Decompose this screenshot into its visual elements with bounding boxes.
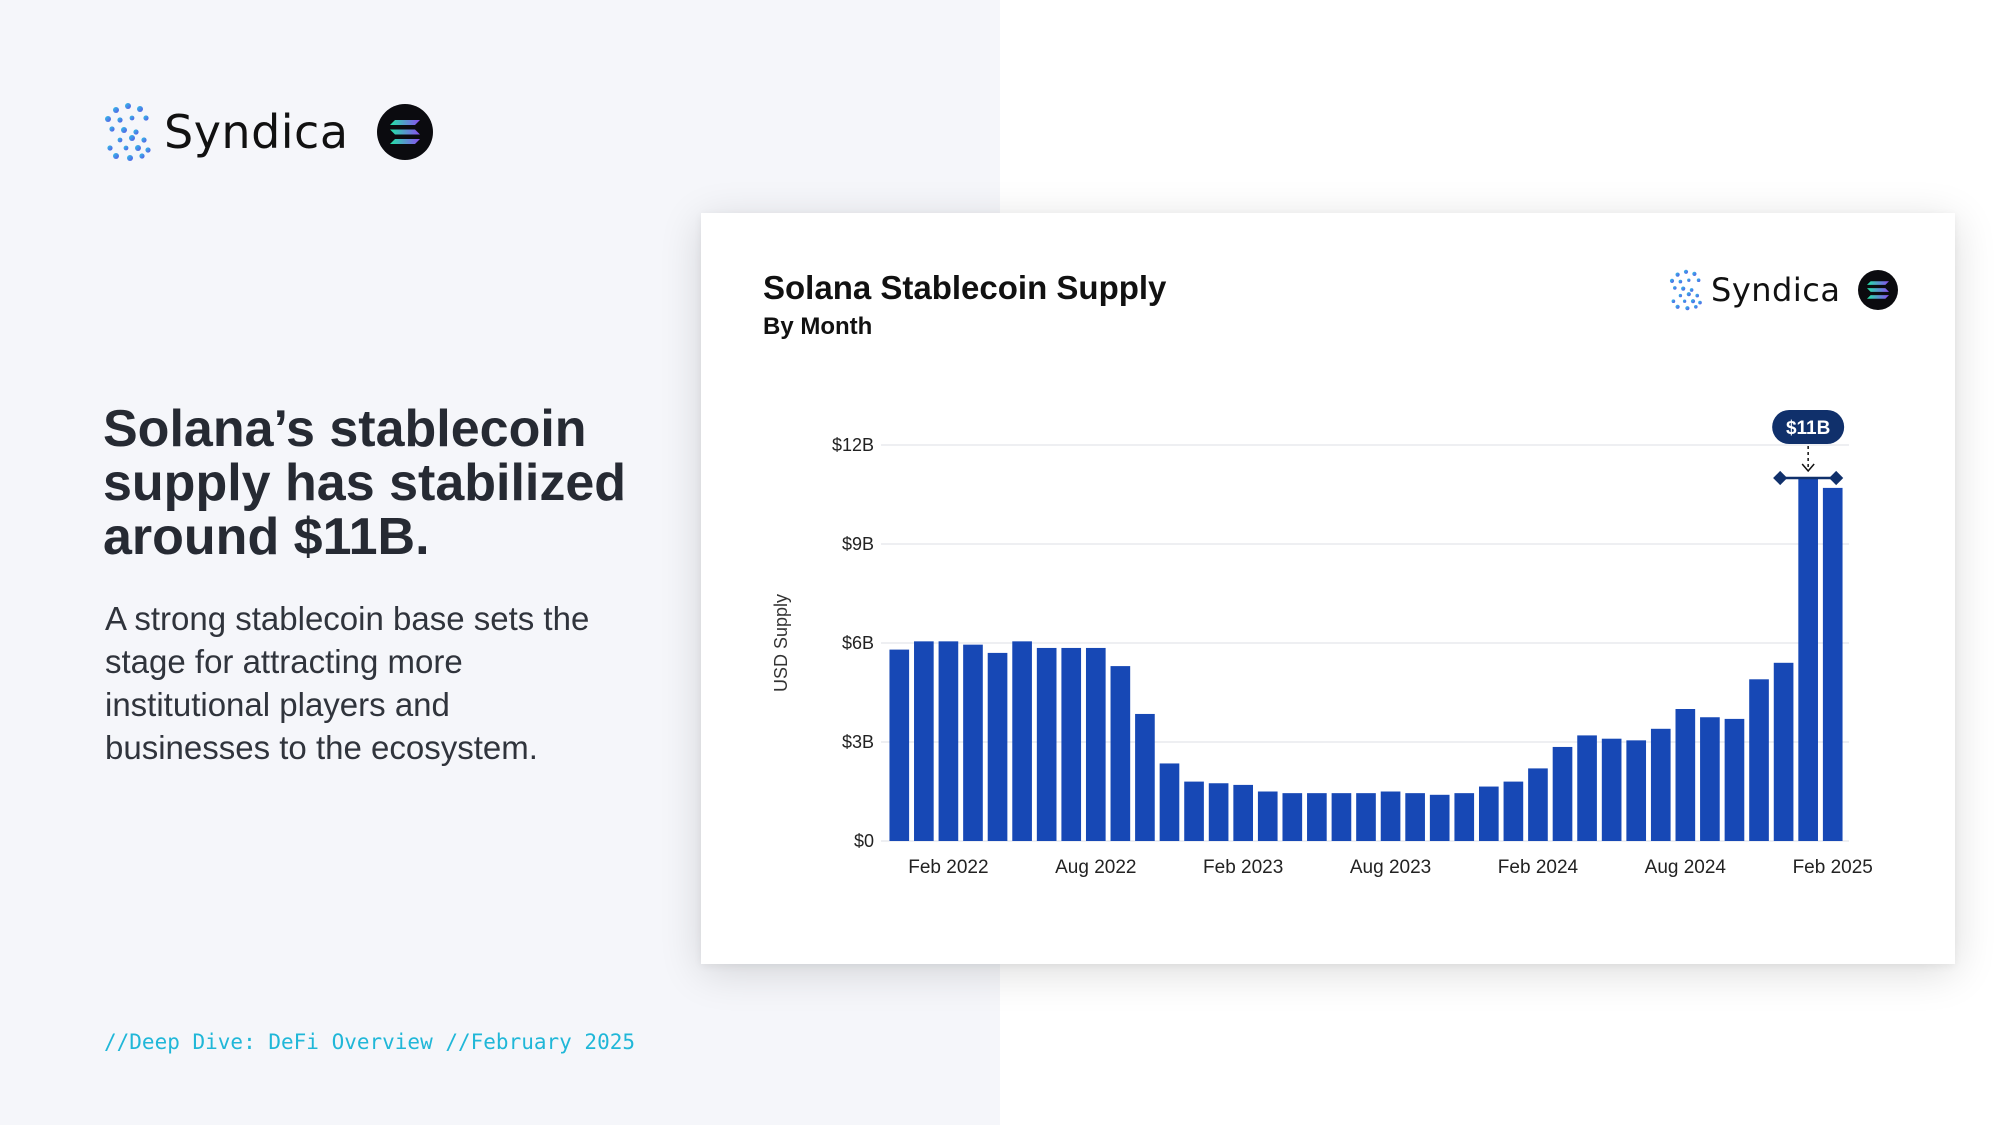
card-brand-name: Syndica <box>1711 271 1841 309</box>
bar <box>938 641 959 841</box>
bar <box>1233 784 1254 841</box>
bar <box>1822 487 1843 841</box>
bar <box>1061 647 1082 841</box>
x-tick-label: Feb 2025 <box>1793 857 1873 878</box>
bar <box>1405 793 1425 841</box>
bar <box>1135 713 1155 841</box>
x-tick-label: Aug 2023 <box>1350 857 1431 878</box>
syndica-logo-icon <box>105 103 151 161</box>
bar <box>1184 781 1204 841</box>
bar <box>1380 791 1401 841</box>
bar <box>1110 666 1131 841</box>
annotation-pill <box>1772 410 1845 444</box>
x-tick-label: Feb 2022 <box>908 857 988 878</box>
bar <box>963 644 983 841</box>
bar <box>1331 793 1352 841</box>
bar <box>1773 662 1794 841</box>
annotation-diamond-left <box>1773 470 1788 486</box>
bar <box>1307 793 1327 841</box>
x-tick-label: Aug 2022 <box>1055 857 1136 878</box>
y-tick-label: $3B <box>842 732 874 752</box>
bar-chart: $0 $3B $6B $9B $12B USD Supply Feb 2022 Aug 202… <box>771 410 1873 878</box>
bar <box>1552 746 1573 841</box>
bar <box>1749 679 1769 841</box>
bar <box>1012 641 1032 841</box>
x-tick-label: Aug 2024 <box>1645 857 1727 878</box>
chart-title: Solana Stablecoin Supply <box>763 269 1167 306</box>
chart-card: Solana Stablecoin Supply By Month Syndic… <box>701 213 1955 964</box>
brand-logo: Syndica <box>104 100 433 164</box>
headline: Solana’s stablecoin supply has stabilize… <box>103 400 627 566</box>
y-tick-label: $9B <box>842 534 874 554</box>
bar <box>1503 781 1524 841</box>
bar <box>1282 793 1303 841</box>
bar <box>1577 735 1597 841</box>
syndica-logo-icon <box>1669 269 1702 311</box>
bar <box>1356 793 1376 841</box>
bar <box>1429 794 1450 841</box>
bar <box>914 641 934 841</box>
bar <box>1528 768 1548 841</box>
bar <box>1700 717 1720 841</box>
annotation-arrow-head <box>1801 463 1815 473</box>
bar <box>1724 718 1745 841</box>
x-tick-label: Feb 2024 <box>1498 857 1579 878</box>
bar <box>1478 786 1499 841</box>
footer-tag: //Deep Dive: DeFi Overview //February 20… <box>104 1030 636 1054</box>
bar <box>1085 647 1106 841</box>
y-tick-label: $6B <box>842 633 874 653</box>
bar <box>1454 793 1475 841</box>
bar <box>987 652 1008 841</box>
bar <box>1208 783 1229 841</box>
annotation-diamond-right <box>1829 470 1844 486</box>
solana-logo-icon <box>1858 270 1899 310</box>
y-tick-label: $0 <box>854 831 874 851</box>
bar <box>889 649 910 841</box>
bar <box>1257 791 1278 841</box>
bar <box>1675 709 1696 841</box>
y-axis-label: USD Supply <box>771 594 791 692</box>
x-tick-label: Feb 2023 <box>1203 857 1283 878</box>
bar <box>1650 728 1671 841</box>
bar <box>1601 738 1622 841</box>
card-brand-logo: Syndica <box>1669 268 1899 312</box>
y-tick-label: $12B <box>832 435 874 455</box>
chart-subtitle: By Month <box>763 313 873 340</box>
bar <box>1798 478 1818 841</box>
subtext: A strong stablecoin base sets the stage … <box>105 600 590 766</box>
bar <box>1159 763 1180 841</box>
brand-name: Syndica <box>164 105 349 159</box>
bar <box>1626 740 1647 841</box>
annotation-label: $11B <box>1786 418 1830 439</box>
solana-logo-icon <box>376 104 433 160</box>
bar <box>1036 647 1057 841</box>
